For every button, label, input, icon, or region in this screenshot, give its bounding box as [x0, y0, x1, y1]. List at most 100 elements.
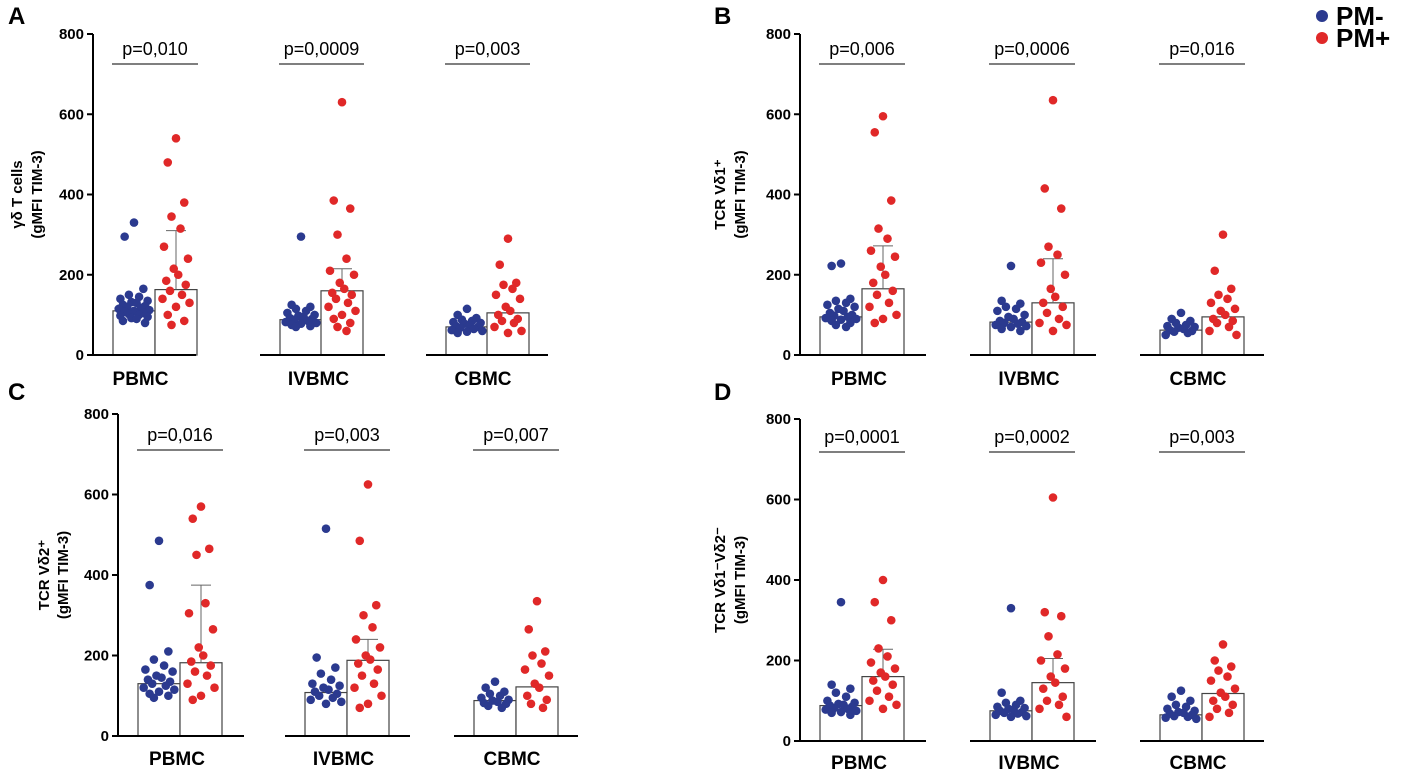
category-label: PBMC — [831, 369, 887, 390]
point-pm-plus — [345, 318, 355, 328]
y-tick-label: 400 — [84, 567, 109, 584]
point-pm-minus — [139, 284, 148, 294]
point-pm-minus — [846, 684, 855, 693]
point-pm-plus — [353, 659, 363, 668]
point-pm-minus — [831, 296, 841, 306]
point-pm-minus — [997, 324, 1006, 334]
point-pm-plus — [1048, 95, 1058, 105]
point-pm-minus — [841, 322, 851, 332]
point-pm-plus — [542, 695, 552, 705]
panel-letter: C — [8, 379, 25, 406]
point-pm-plus — [1048, 326, 1058, 336]
point-pm-plus — [1223, 294, 1232, 304]
point-pm-plus — [179, 198, 189, 207]
point-pm-minus — [497, 703, 507, 713]
point-pm-plus — [1218, 230, 1228, 239]
point-pm-minus — [1011, 304, 1021, 314]
point-pm-plus — [1038, 298, 1048, 308]
legend-label-pm-minus: PM- — [1336, 1, 1384, 31]
point-pm-plus — [1036, 656, 1046, 665]
point-pm-plus — [880, 672, 890, 681]
point-pm-plus — [1218, 640, 1228, 649]
point-pm-minus — [481, 683, 490, 692]
point-pm-minus — [154, 536, 164, 546]
point-pm-plus — [1230, 684, 1240, 693]
panel-letter: B — [714, 3, 731, 30]
point-pm-minus — [483, 701, 493, 711]
category-label: PBMC — [831, 753, 887, 774]
point-pm-minus — [145, 580, 154, 590]
point-pm-plus — [540, 647, 550, 656]
point-pm-plus — [866, 246, 876, 255]
point-pm-plus — [161, 276, 171, 286]
point-pm-plus — [163, 310, 173, 320]
point-pm-minus — [493, 697, 502, 707]
point-pm-plus — [1042, 696, 1052, 706]
point-pm-plus — [520, 665, 530, 674]
point-pm-minus — [170, 685, 179, 695]
y-axis-label: γδ T cells — [9, 160, 26, 228]
point-pm-plus — [343, 298, 353, 308]
y-tick-label: 0 — [783, 733, 791, 750]
y-tick-label: 200 — [84, 648, 109, 665]
category-label: IVBMC — [998, 369, 1060, 390]
category-label: PBMC — [149, 749, 205, 770]
point-pm-minus — [306, 695, 316, 705]
point-pm-plus — [186, 657, 196, 666]
point-pm-plus — [1224, 708, 1234, 718]
point-pm-plus — [883, 234, 892, 243]
point-pm-minus — [120, 232, 129, 241]
point-pm-minus — [149, 655, 159, 664]
point-pm-plus — [1054, 700, 1064, 710]
point-pm-plus — [1044, 632, 1053, 641]
point-pm-plus — [1044, 242, 1053, 251]
point-pm-plus — [363, 480, 373, 489]
point-pm-minus — [839, 306, 848, 316]
point-pm-plus — [337, 310, 347, 320]
point-pm-plus — [890, 664, 900, 673]
y-tick-label: 600 — [766, 492, 791, 509]
point-pm-plus — [1053, 250, 1062, 259]
point-pm-minus — [154, 687, 164, 697]
point-pm-plus — [868, 676, 878, 685]
category-label: IVBMC — [998, 753, 1060, 774]
panel-b: B TCR Vδ1⁺ (gMFI TIM-3) 0 200 400 600 800 p=0,00… — [712, 3, 1264, 390]
point-pm-plus — [876, 262, 886, 272]
point-pm-plus — [163, 158, 173, 167]
point-pm-plus — [333, 322, 342, 332]
point-pm-plus — [491, 290, 501, 300]
p-value: p=0,0009 — [284, 39, 360, 59]
p-value: p=0,0002 — [994, 427, 1070, 447]
point-pm-plus — [868, 278, 878, 288]
point-pm-plus — [1046, 672, 1056, 681]
point-pm-minus — [841, 692, 851, 702]
point-pm-plus — [1208, 696, 1218, 706]
point-pm-plus — [190, 667, 200, 676]
point-pm-minus — [841, 298, 851, 308]
point-pm-plus — [517, 326, 526, 336]
point-pm-minus — [118, 316, 128, 326]
p-value: p=0,010 — [122, 39, 188, 59]
point-pm-minus — [478, 326, 487, 336]
point-pm-minus — [306, 321, 315, 331]
point-pm-minus — [159, 661, 169, 670]
point-pm-plus — [1206, 298, 1216, 308]
point-pm-minus — [147, 679, 157, 688]
point-pm-plus — [1220, 310, 1230, 320]
point-pm-plus — [1206, 676, 1216, 685]
point-pm-plus — [1056, 611, 1066, 621]
point-pm-plus — [503, 234, 513, 243]
point-pm-plus — [865, 696, 874, 706]
point-pm-plus — [497, 316, 507, 326]
point-pm-plus — [1040, 184, 1050, 193]
point-pm-minus — [823, 300, 832, 310]
point-pm-plus — [532, 596, 542, 606]
point-pm-plus — [884, 692, 894, 702]
point-pm-minus — [314, 691, 324, 701]
point-pm-minus — [141, 665, 150, 674]
point-pm-plus — [158, 294, 167, 304]
point-pm-plus — [1205, 326, 1214, 336]
p-value: p=0,003 — [455, 39, 521, 59]
point-pm-plus — [377, 691, 386, 701]
point-pm-plus — [355, 703, 365, 713]
